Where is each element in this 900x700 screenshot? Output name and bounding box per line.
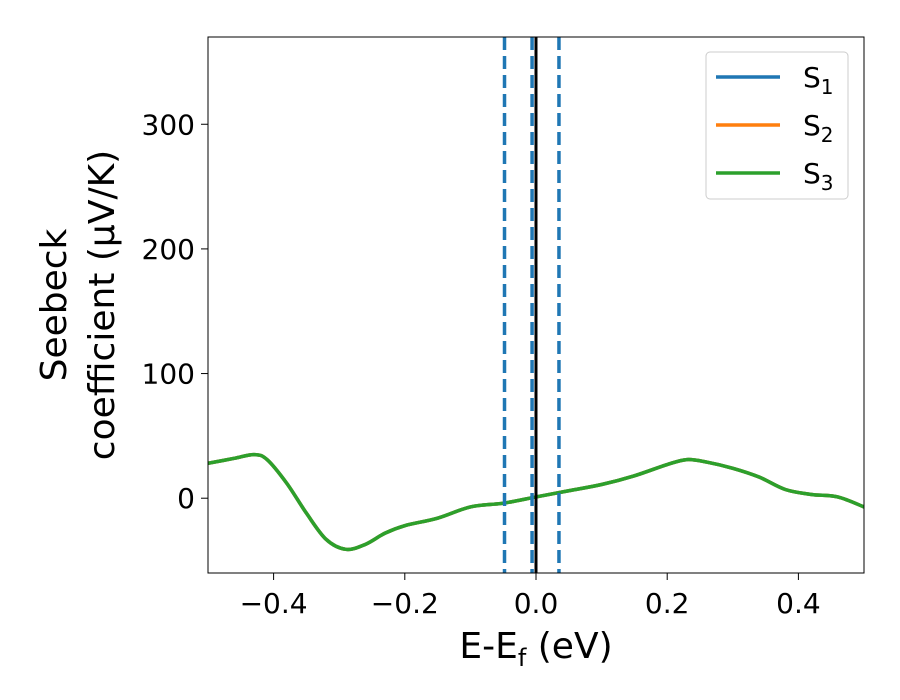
plot-area: [208, 37, 864, 573]
x-tick-label: 0.0: [514, 587, 559, 620]
plot-content: [208, 37, 864, 573]
legend-label-s2: S2: [803, 109, 834, 147]
x-axis-title-suffix: (eV): [526, 626, 612, 667]
x-tick-label: 0.4: [776, 587, 821, 620]
y-axis-title: Seebeck coefficient (μV/K): [34, 150, 123, 460]
y-axis-title-line1: Seebeck: [34, 228, 75, 381]
y-tick-label: 300: [142, 108, 195, 141]
y-tick-label: 200: [142, 233, 195, 266]
y-tick-label: 0: [177, 482, 195, 515]
x-tick-label: −0.2: [371, 587, 439, 620]
x-axis-title: E-Ef (eV): [459, 626, 612, 672]
legend: S1 S2 S3: [705, 51, 849, 200]
x-axis-title-subscript: f: [518, 644, 527, 672]
x-tick-label: −0.4: [240, 587, 308, 620]
x-axis-title-main: E-E: [459, 626, 517, 667]
x-tick-label: 0.2: [645, 587, 690, 620]
y-tick-label: 100: [142, 358, 195, 391]
ticks-layer: −0.4 −0.2 0.0 0.2 0.4 0 100 200 300: [142, 108, 821, 620]
legend-label-s1: S1: [803, 61, 834, 99]
legend-label-s3: S3: [803, 157, 834, 195]
y-axis-title-line2: coefficient (μV/K): [82, 150, 123, 460]
